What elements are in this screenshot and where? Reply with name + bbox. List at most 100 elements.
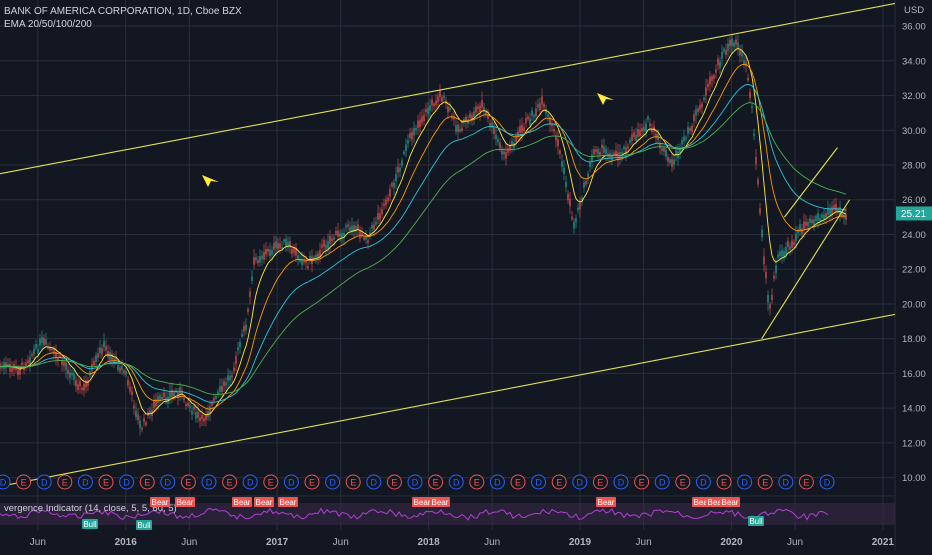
candle-body <box>813 219 815 226</box>
indicator-legend[interactable]: EMA 20/50/100/200 <box>4 19 92 30</box>
earnings-marker-label: D <box>247 478 254 488</box>
candle-body <box>659 143 661 149</box>
candle-body <box>469 113 471 119</box>
candle-body <box>645 123 647 132</box>
candle-body <box>555 136 557 141</box>
candle-body <box>733 42 735 47</box>
candle-body <box>713 75 715 80</box>
bull-tag <box>82 519 98 529</box>
candle-body <box>423 114 425 122</box>
candle-body <box>689 128 691 131</box>
dividend-marker <box>634 474 650 490</box>
candle-body <box>265 249 267 255</box>
candle-body <box>705 87 707 96</box>
candle-body <box>331 238 333 242</box>
candle-body <box>409 133 411 138</box>
candle-body <box>247 309 249 312</box>
candle-body <box>95 355 97 362</box>
candle-body <box>103 340 105 348</box>
candle-body <box>239 342 241 348</box>
dividend-marker-label: E <box>803 478 809 488</box>
candle-body <box>837 209 839 213</box>
earnings-marker <box>119 474 135 490</box>
earnings-marker-label: D <box>494 478 501 488</box>
candle-body <box>803 221 805 230</box>
dividend-marker-label: E <box>474 478 480 488</box>
bear-tag <box>412 497 432 507</box>
candle-body <box>73 373 75 380</box>
y-tick-label: 26.00 <box>902 195 926 206</box>
candle-body <box>585 180 587 185</box>
bull-tag-label: Bull <box>749 517 763 526</box>
candle-body <box>719 61 721 69</box>
candle-body <box>203 418 205 422</box>
candle-body <box>47 346 49 349</box>
candle-body <box>815 216 817 221</box>
candle-body <box>383 203 385 206</box>
candle-body <box>349 227 351 232</box>
candle-body <box>77 384 79 391</box>
candle-body <box>669 159 671 163</box>
candle-body <box>709 76 711 85</box>
candle-body <box>367 240 369 243</box>
candle-body <box>211 402 213 406</box>
arrow-icon <box>202 175 219 187</box>
earnings-marker-label: D <box>82 478 89 488</box>
candle-body <box>227 375 229 382</box>
earnings-marker-label: D <box>700 478 707 488</box>
candle-body <box>333 236 335 240</box>
candle-body <box>197 411 199 418</box>
candle-body <box>255 257 257 261</box>
candle-body <box>767 294 769 303</box>
candle-body <box>225 382 227 386</box>
earnings-marker <box>654 474 670 490</box>
candle-body <box>29 357 31 365</box>
candle-body <box>357 224 359 229</box>
candle-body <box>567 193 569 201</box>
candle-body <box>789 246 791 250</box>
candle-body <box>499 142 501 149</box>
candle-body <box>27 360 29 364</box>
candle-body <box>681 139 683 145</box>
earnings-marker <box>77 474 93 490</box>
candle-body <box>751 105 753 108</box>
x-tick-label: Jun <box>484 537 500 548</box>
candle-body <box>237 347 239 351</box>
candle-body <box>273 242 275 250</box>
candle-body <box>25 362 27 368</box>
candle-body <box>703 97 705 101</box>
candle-body <box>393 182 395 188</box>
candle-body <box>229 375 231 381</box>
symbol-title[interactable]: BANK OF AMERICA CORPORATION, 1D, Cboe BZ… <box>4 6 242 17</box>
earnings-marker-label: D <box>824 478 831 488</box>
candle-body <box>143 418 145 422</box>
candle-body <box>267 248 269 252</box>
candle-body <box>779 251 781 257</box>
earnings-marker <box>0 474 11 490</box>
candle-body <box>599 151 601 156</box>
y-tick-label: 36.00 <box>902 22 926 33</box>
candle-body <box>141 427 143 430</box>
candle-body <box>43 338 45 346</box>
candle-body <box>559 150 561 154</box>
candle-body <box>841 213 843 218</box>
candle-body <box>655 133 657 138</box>
earnings-marker <box>407 474 423 490</box>
ema-line <box>0 63 847 410</box>
candle-body <box>785 246 787 255</box>
candle-body <box>223 381 225 387</box>
bear-tag-label: Bear <box>256 498 273 507</box>
candle-body <box>169 390 171 399</box>
y-tick-label: 32.00 <box>902 91 926 102</box>
candle-body <box>49 346 51 351</box>
candle-body <box>281 246 283 250</box>
candle-body <box>471 114 473 120</box>
dividend-marker <box>16 474 32 490</box>
candle-body <box>453 116 455 120</box>
candle-body <box>525 118 527 124</box>
candle-body <box>277 243 279 249</box>
candle-body <box>345 225 347 228</box>
candle-body <box>297 255 299 259</box>
